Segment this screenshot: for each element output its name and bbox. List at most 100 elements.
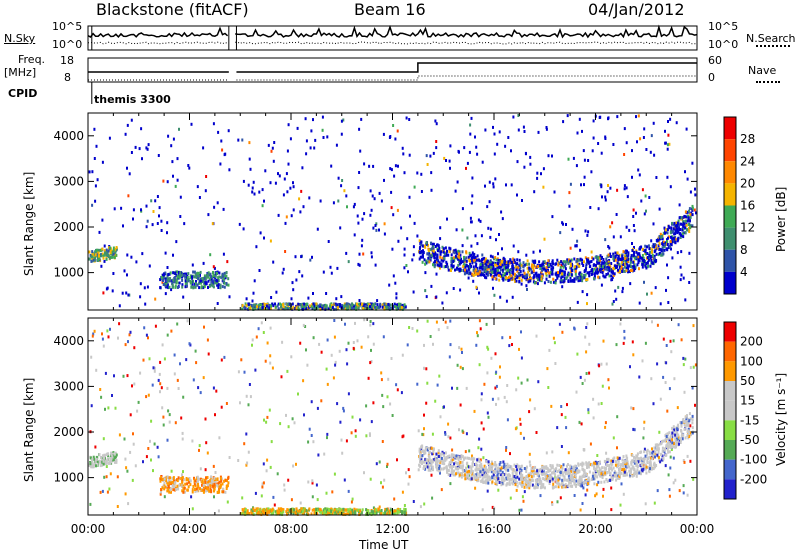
velocity-cell [360, 511, 363, 515]
power-cell [427, 252, 430, 256]
power-cell [584, 256, 587, 260]
velocity-cell [313, 508, 316, 512]
power-cell [601, 261, 604, 265]
power-cell [574, 269, 577, 273]
power-cell [635, 211, 637, 215]
power-cell [193, 275, 196, 279]
velocity-cell [124, 457, 127, 461]
velocity-cell [154, 324, 157, 328]
power-cell [492, 125, 494, 129]
velocity-cell [172, 476, 175, 480]
velocity-cell [656, 489, 659, 493]
power-cell [176, 277, 179, 281]
power-cell [550, 264, 553, 268]
velocity-cell [98, 453, 101, 456]
velocity-cell [399, 510, 402, 513]
velocity-cell [609, 461, 612, 465]
velocity-cell [297, 392, 299, 396]
power-cell [140, 127, 143, 131]
power-cell [336, 266, 339, 270]
power-cell [202, 146, 205, 150]
power-cell [481, 267, 484, 271]
power-cell [648, 253, 651, 257]
power-cell [568, 191, 571, 195]
velocity-cell [561, 330, 564, 334]
power-cell [424, 271, 427, 275]
velocity-cell [283, 483, 286, 487]
power-cell [623, 187, 626, 191]
power-cell [543, 237, 546, 241]
velocity-cell [669, 455, 672, 459]
power-cell [376, 303, 379, 307]
power-cell [680, 216, 683, 220]
power-cell [369, 306, 372, 310]
velocity-cell [519, 431, 522, 435]
power-cell [435, 295, 438, 299]
velocity-cell [628, 465, 631, 469]
power-cell [443, 156, 446, 160]
velocity-cell [100, 395, 103, 399]
velocity-cell [89, 456, 92, 460]
power-cell [506, 277, 509, 281]
power-cell [390, 206, 393, 210]
power-cell [505, 266, 508, 270]
power-cell [492, 261, 494, 265]
velocity-cell [353, 508, 356, 512]
velocity-cell [582, 462, 585, 466]
velocity-cell [401, 490, 404, 494]
velocity-cell [109, 472, 112, 476]
velocity-cell [196, 489, 199, 493]
velocity-cell [209, 487, 212, 491]
velocity-cell [518, 347, 520, 351]
power-cell [551, 154, 553, 158]
power-cell [322, 307, 325, 311]
velocity-cell [635, 474, 638, 478]
velocity-cell [322, 509, 325, 513]
power-cell [222, 252, 225, 256]
velocity-cell [426, 319, 429, 323]
velocity-cell [209, 484, 212, 488]
velocity-cell [304, 325, 307, 328]
power-cell [95, 144, 98, 148]
power-cell [617, 258, 620, 262]
velocity-cell [658, 430, 661, 434]
power-cell [633, 250, 635, 254]
power-cell [418, 247, 421, 251]
velocity-cell [382, 512, 385, 516]
velocity-cell [215, 483, 218, 487]
power-cell [567, 260, 570, 264]
velocity-cell [394, 509, 397, 513]
power-cell [253, 279, 256, 283]
velocity-cell [170, 469, 173, 473]
power-cell [199, 279, 202, 283]
power-cell [537, 265, 540, 268]
velocity-cell [674, 478, 677, 482]
power-cell [418, 257, 421, 261]
power-cell [439, 250, 442, 254]
power-cell [210, 280, 213, 284]
power-cell [425, 295, 428, 299]
velocity-cell [581, 502, 584, 505]
power-cell [493, 132, 496, 136]
power-cell [211, 284, 214, 288]
power-cell [622, 269, 625, 273]
velocity-cell [225, 487, 228, 490]
velocity-cell [497, 488, 500, 492]
power-cell [421, 244, 424, 248]
power-cell [446, 262, 449, 266]
power-cell [267, 303, 270, 307]
power-cell [678, 223, 680, 227]
power-cell [617, 254, 620, 258]
power-cell [396, 303, 399, 307]
power-cell [611, 275, 614, 279]
power-cell [506, 266, 509, 270]
velocity-cell [692, 324, 695, 328]
power-cell [448, 159, 451, 163]
power-cell [655, 238, 658, 242]
velocity-cell [294, 510, 297, 514]
velocity-cell [528, 478, 531, 482]
power-cell [292, 288, 295, 292]
velocity-cell [205, 441, 208, 445]
power-cell [330, 302, 333, 306]
power-cell [392, 213, 395, 217]
